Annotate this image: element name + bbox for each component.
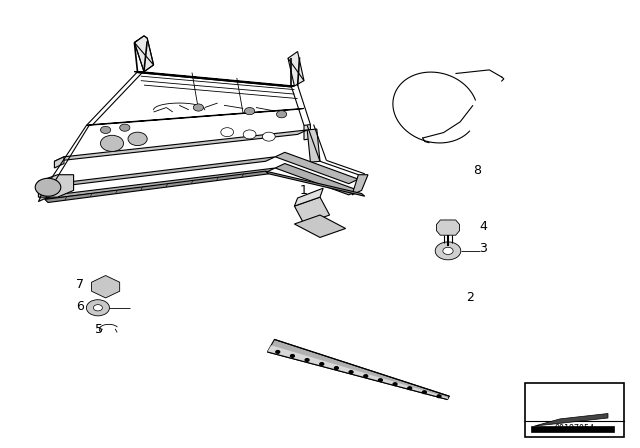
Polygon shape <box>307 129 320 162</box>
Polygon shape <box>54 130 307 161</box>
Circle shape <box>100 126 111 134</box>
Circle shape <box>120 124 130 131</box>
Polygon shape <box>275 152 358 184</box>
Circle shape <box>100 283 111 290</box>
Circle shape <box>128 132 147 146</box>
Polygon shape <box>38 175 74 197</box>
Circle shape <box>221 128 234 137</box>
Polygon shape <box>275 164 358 195</box>
Polygon shape <box>54 157 64 168</box>
Circle shape <box>443 247 453 254</box>
Circle shape <box>276 111 287 118</box>
Circle shape <box>393 383 397 385</box>
Circle shape <box>35 178 61 196</box>
Polygon shape <box>45 168 275 199</box>
Polygon shape <box>45 171 269 202</box>
Polygon shape <box>38 181 58 202</box>
Circle shape <box>243 130 256 139</box>
Circle shape <box>349 371 353 374</box>
Circle shape <box>291 355 294 358</box>
Text: 4: 4 <box>479 220 487 233</box>
Circle shape <box>305 358 309 361</box>
Polygon shape <box>266 171 365 196</box>
Polygon shape <box>134 36 154 72</box>
Polygon shape <box>268 340 449 400</box>
Text: 7: 7 <box>76 278 84 291</box>
Circle shape <box>100 135 124 151</box>
Circle shape <box>378 379 382 381</box>
Text: 8: 8 <box>473 164 481 177</box>
Circle shape <box>364 375 367 377</box>
Circle shape <box>408 387 412 389</box>
Circle shape <box>244 108 255 115</box>
Circle shape <box>437 395 441 398</box>
Circle shape <box>335 366 339 369</box>
Circle shape <box>86 300 109 316</box>
Polygon shape <box>86 108 304 125</box>
Bar <box>531 426 614 432</box>
Polygon shape <box>304 125 310 140</box>
Circle shape <box>320 363 324 366</box>
Polygon shape <box>134 72 294 86</box>
Circle shape <box>276 350 280 353</box>
Text: 1: 1 <box>300 184 308 197</box>
Circle shape <box>422 391 426 394</box>
Circle shape <box>262 132 275 141</box>
Circle shape <box>93 305 102 311</box>
Bar <box>525 383 624 437</box>
Polygon shape <box>288 52 304 86</box>
Text: 3: 3 <box>479 242 487 255</box>
Polygon shape <box>92 276 120 298</box>
Polygon shape <box>436 220 460 235</box>
Polygon shape <box>352 175 368 195</box>
Text: 5: 5 <box>95 323 103 336</box>
Polygon shape <box>294 188 323 206</box>
Polygon shape <box>294 197 330 224</box>
Text: 2: 2 <box>467 291 474 305</box>
Polygon shape <box>45 157 275 188</box>
Circle shape <box>435 242 461 260</box>
Polygon shape <box>534 414 608 426</box>
Text: 00197054: 00197054 <box>554 424 595 433</box>
Circle shape <box>193 104 204 111</box>
Text: 6: 6 <box>76 300 84 314</box>
Polygon shape <box>268 345 449 400</box>
Polygon shape <box>294 215 346 237</box>
